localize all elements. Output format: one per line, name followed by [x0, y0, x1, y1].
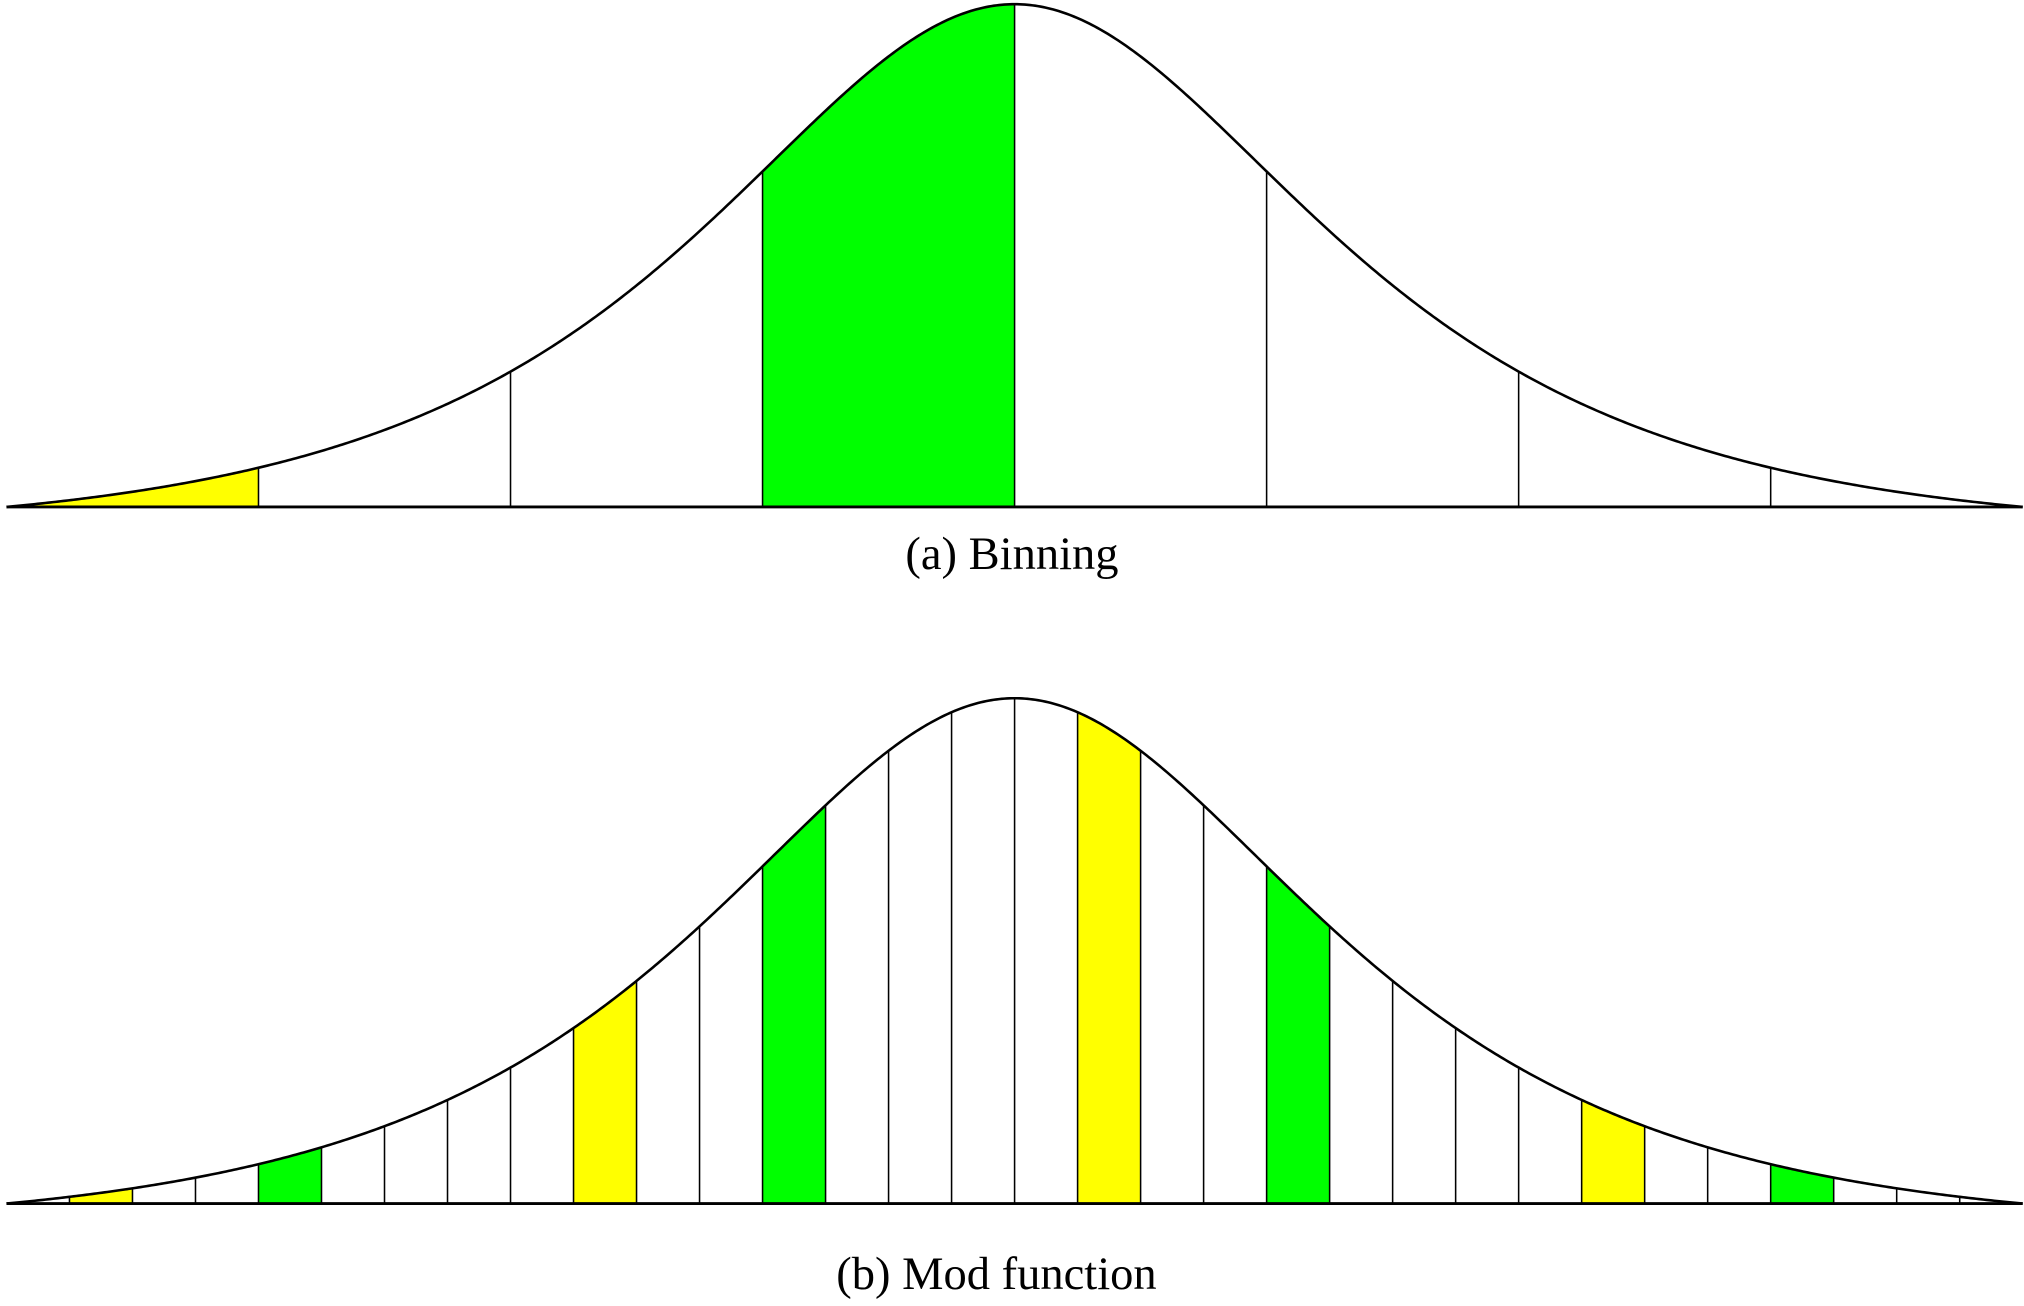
green-bin-20	[1266, 866, 1330, 1204]
green-bin-12	[762, 805, 826, 1204]
green-bin-3	[762, 4, 1015, 507]
distribution-curve	[6, 2, 2023, 509]
yellow-bin-9	[573, 980, 637, 1204]
caption-mod-function: (b) Mod function	[836, 1249, 1156, 1300]
yellow-bin-0	[6, 467, 259, 507]
yellow-bin-1	[69, 1188, 133, 1204]
yellow-bin-17	[1077, 712, 1141, 1204]
caption-binning: (a) Binning	[905, 529, 1118, 580]
yellow-bin-25	[1581, 1099, 1645, 1204]
panel-binning	[6, 2, 2023, 509]
distribution-curve	[6, 696, 2023, 1205]
green-bin-28	[1770, 1164, 1834, 1204]
panel-mod-function	[6, 696, 2023, 1206]
